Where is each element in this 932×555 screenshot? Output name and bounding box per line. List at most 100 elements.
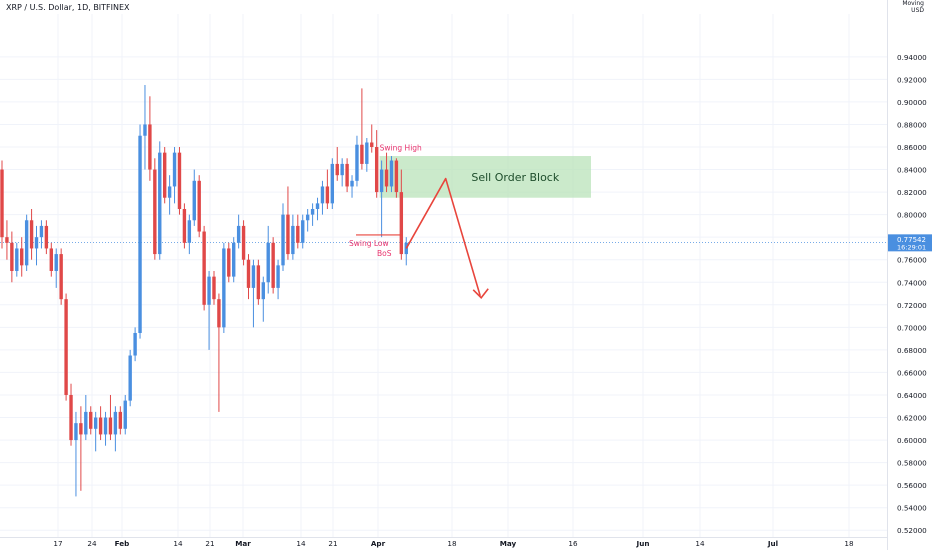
candle-down [79, 423, 82, 434]
candle-down [360, 145, 363, 164]
candle-down [242, 226, 245, 260]
price-axis[interactable]: 0.940000.920000.900000.880000.860000.840… [888, 0, 932, 550]
price-tick-label: 0.84000 [897, 166, 927, 175]
candle-down [148, 124, 151, 169]
candle-up [207, 277, 210, 305]
price-tick-label: 0.76000 [897, 256, 927, 265]
candle-down [5, 237, 8, 243]
candle-up [84, 412, 87, 435]
time-tick-label: Jun [636, 539, 650, 548]
candle-down [153, 170, 156, 255]
candle-down [119, 412, 122, 429]
candle-down [69, 395, 72, 440]
candle-up [188, 220, 191, 243]
time-tick-label: 14 [695, 539, 705, 548]
candle-up [321, 186, 324, 203]
candle-up [316, 203, 319, 209]
candle-down [109, 418, 112, 435]
candle-down [99, 418, 102, 435]
candle-up [74, 423, 77, 440]
candle-up [281, 215, 284, 266]
candle-down [385, 170, 388, 187]
candle-down [326, 186, 329, 203]
candle-down [50, 248, 53, 271]
candle-down [30, 220, 33, 248]
candle-down [45, 226, 48, 249]
bos-label: BoS [377, 249, 392, 258]
sell-order-block-label: Sell Order Block [471, 171, 559, 184]
candle-down [271, 243, 274, 288]
candle-up [237, 226, 240, 243]
candle-down [64, 299, 67, 395]
price-tick-label: 0.72000 [897, 301, 927, 310]
candle-up [168, 186, 171, 197]
candle-down [286, 215, 289, 254]
price-tick-label: 0.68000 [897, 346, 927, 355]
price-tick-label: 0.62000 [897, 414, 927, 423]
price-tick-label: 0.86000 [897, 143, 927, 152]
candle-down [400, 192, 403, 254]
axis-mode-label: Moving [902, 0, 924, 7]
candle-down [178, 153, 181, 209]
price-tick-label: 0.94000 [897, 53, 927, 62]
candle-up [158, 153, 161, 254]
swing-high-label: Swing High [380, 143, 422, 152]
swing-low-label: Swing Low [349, 239, 389, 248]
candle-up [331, 164, 334, 203]
candle-up [276, 265, 279, 288]
candle-up [380, 170, 383, 193]
candle-up [222, 248, 225, 327]
candle-down [375, 147, 378, 192]
candle-down [345, 164, 348, 187]
symbol-title[interactable]: XRP / U.S. Dollar, 1D, BITFINEX [6, 3, 130, 12]
time-tick-label: 21 [328, 539, 337, 548]
price-tick-label: 0.80000 [897, 211, 927, 220]
candle-up [25, 220, 28, 265]
candle-down [163, 153, 166, 198]
candle-up [104, 418, 107, 435]
candle-down [247, 260, 250, 288]
price-tick-label: 0.52000 [897, 526, 927, 535]
candle-up [306, 215, 309, 221]
candle-down [217, 299, 220, 327]
candle-down [89, 412, 92, 429]
candle-down [370, 142, 373, 147]
time-tick-label: 18 [447, 539, 457, 548]
bar-countdown: 16:29:01 [897, 243, 926, 251]
time-tick-label: 17 [53, 539, 62, 548]
candle-down [20, 248, 23, 265]
candle-up [55, 254, 58, 271]
candle-up [15, 248, 18, 271]
candle-up [143, 124, 146, 135]
price-tick-label: 0.70000 [897, 323, 927, 332]
price-tick-label: 0.54000 [897, 504, 927, 513]
axis-currency-label: USD [902, 7, 924, 14]
price-tick-label: 0.64000 [897, 391, 927, 400]
candle-up [133, 333, 136, 356]
candle-down [227, 248, 230, 276]
candle-up [232, 243, 235, 277]
price-tick-label: 0.60000 [897, 436, 927, 445]
time-tick-label: 21 [205, 539, 214, 548]
axis-unit-label[interactable]: Moving USD [902, 0, 924, 14]
price-tick-label: 0.88000 [897, 120, 927, 129]
price-tick-label: 0.56000 [897, 481, 927, 490]
candle-up [365, 142, 368, 163]
candle-up [311, 209, 314, 215]
candle-up [390, 161, 393, 187]
candle-up [138, 136, 141, 333]
candle-up [291, 226, 294, 254]
candle-up [114, 412, 117, 435]
time-tick-label: 24 [87, 539, 97, 548]
time-tick-label: 18 [844, 539, 854, 548]
candle-down [183, 209, 186, 243]
candle-up [267, 243, 270, 282]
time-tick-label: May [500, 539, 517, 548]
candle-up [35, 237, 38, 248]
candle-up [252, 265, 255, 288]
candle-up [173, 153, 176, 187]
candle-down [59, 254, 62, 299]
